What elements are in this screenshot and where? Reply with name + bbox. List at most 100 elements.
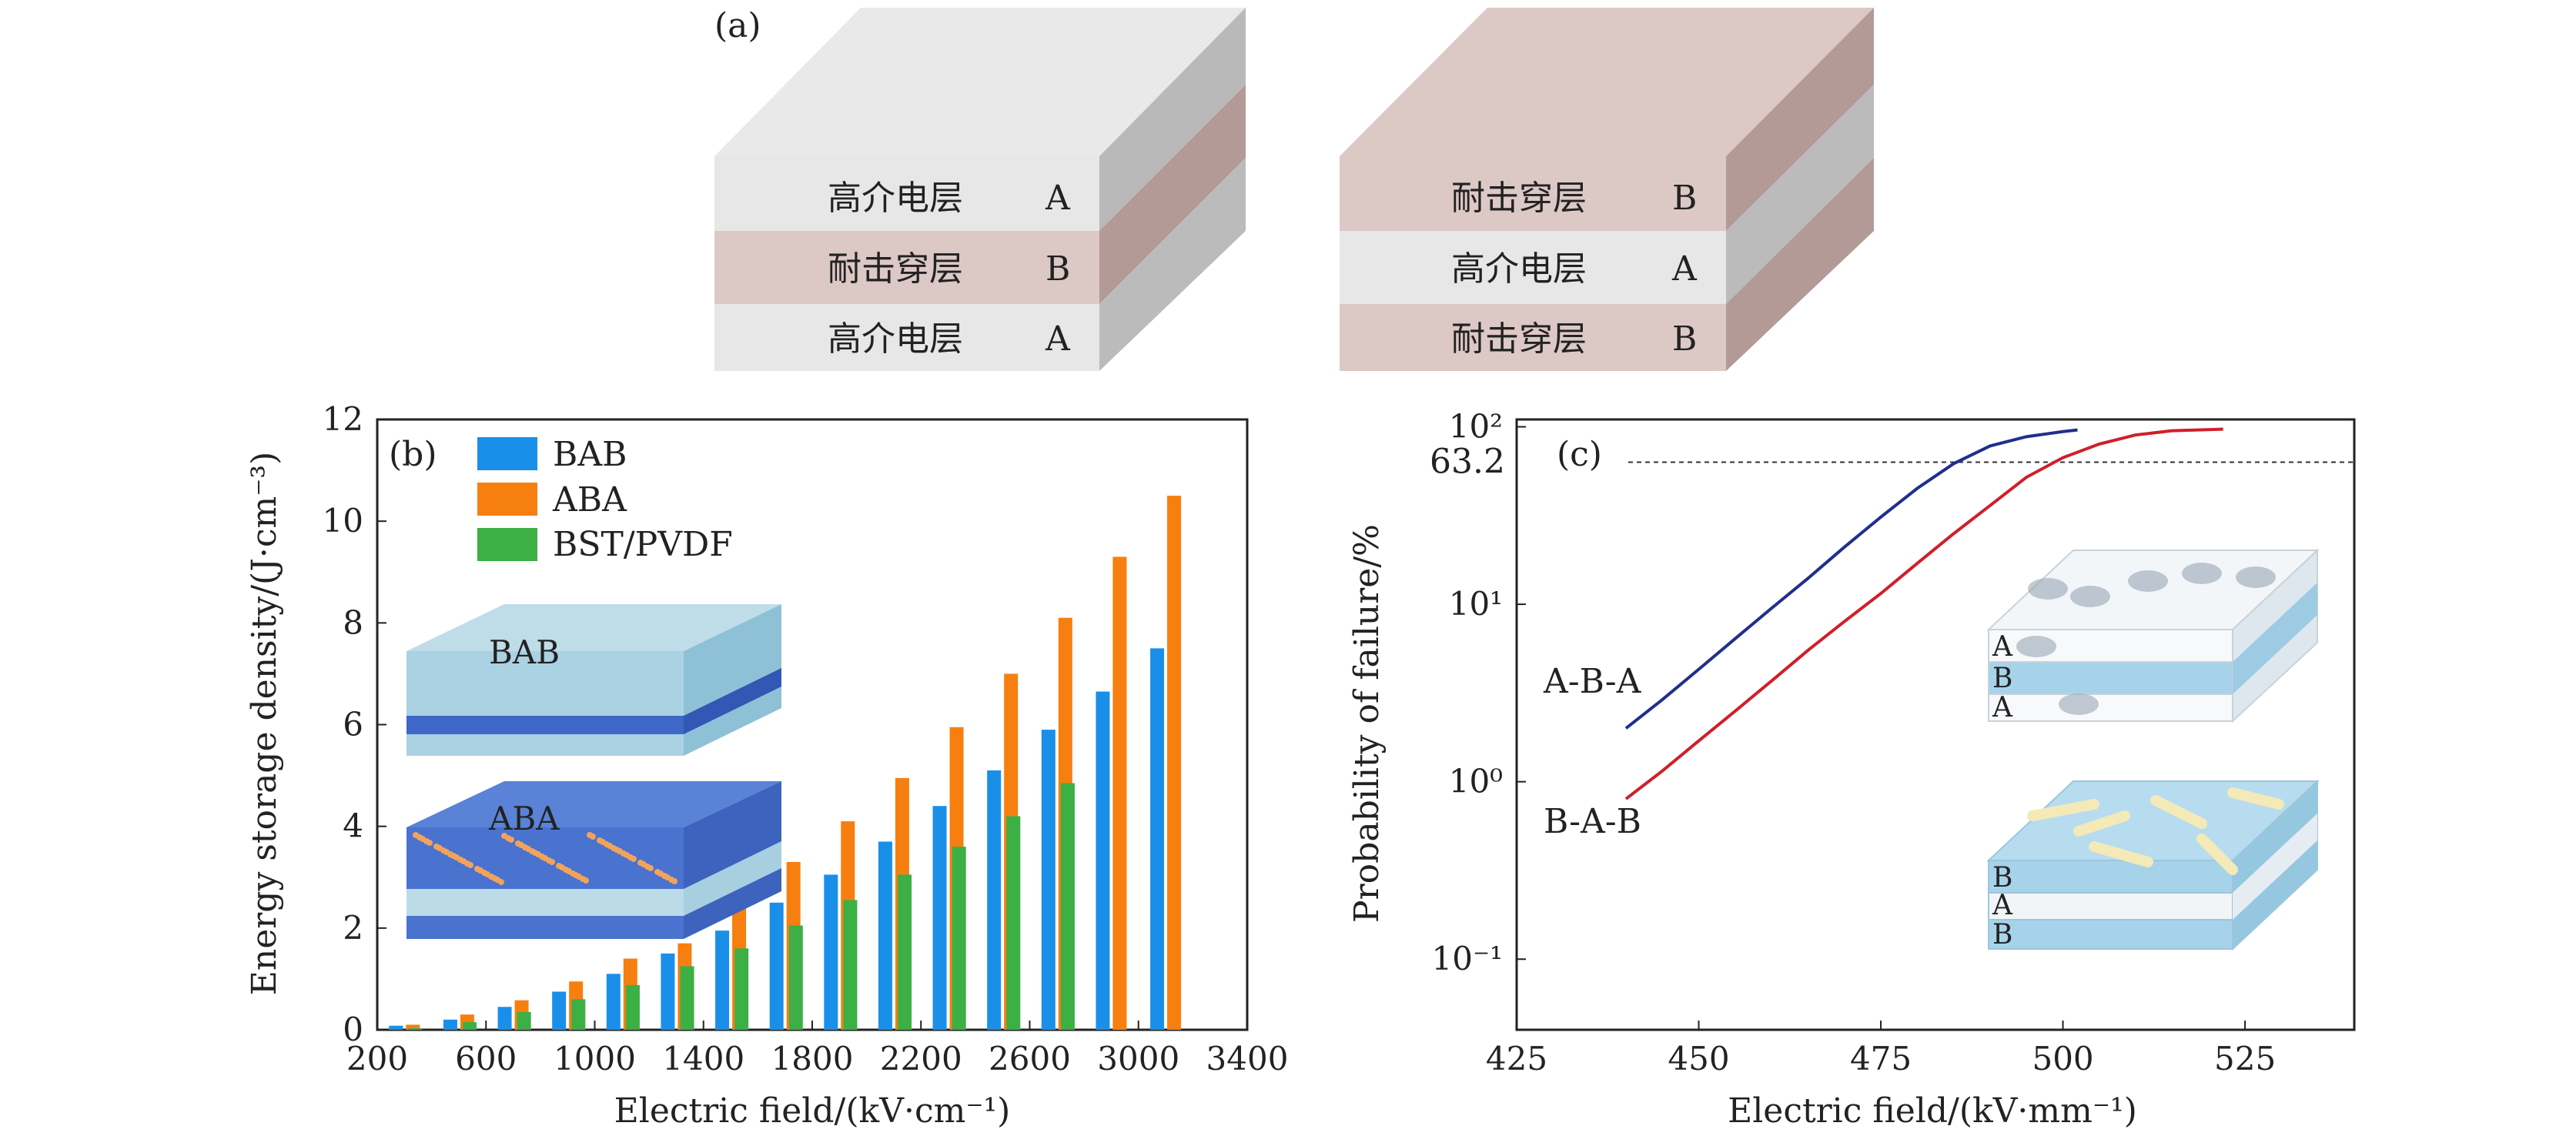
chart-b-xtick-label: 2600 bbox=[989, 1040, 1071, 1078]
inset-aba-block-label-1: A bbox=[1992, 631, 2013, 663]
inset-aba-top-face bbox=[406, 781, 781, 827]
bar-bab bbox=[443, 1019, 457, 1030]
particle bbox=[488, 874, 494, 880]
rod-filler bbox=[2196, 834, 2238, 875]
bar-bst-pvdf bbox=[625, 984, 640, 1030]
rod-filler bbox=[2089, 841, 2153, 867]
inset-aba-block: A B A bbox=[1986, 548, 2320, 723]
stack-left-layer-2-name: 耐击穿层 bbox=[828, 249, 963, 289]
chart-b-xtick-label: 600 bbox=[455, 1040, 517, 1078]
particle bbox=[546, 857, 552, 864]
particle bbox=[661, 873, 667, 879]
chart-b-ytick-label: 0 bbox=[343, 1011, 363, 1048]
stack-left-layer-1 bbox=[714, 156, 1099, 231]
chart-c-xtick-label: 475 bbox=[1850, 1040, 1912, 1078]
series-label-b-a-b: B-A-B bbox=[1544, 802, 1641, 841]
particle bbox=[621, 850, 627, 857]
chart-b-ytick-label: 12 bbox=[323, 400, 363, 438]
bar-bab bbox=[497, 1007, 512, 1030]
stack-right-layer-2-name: 高介电层 bbox=[1451, 249, 1587, 289]
chart-c-xtick-label: 425 bbox=[1486, 1040, 1547, 1078]
inset-bab-block-label-3: B bbox=[1992, 919, 2012, 951]
chart-c-ytick-label: 10⁰ bbox=[1449, 763, 1503, 800]
stack-left-layer-3-name: 高介电层 bbox=[828, 319, 963, 359]
rod-filler bbox=[2150, 795, 2207, 829]
inset-aba-block-label-3: A bbox=[1992, 692, 2013, 723]
chart-b-xtick-label: 3400 bbox=[1206, 1040, 1289, 1078]
particle bbox=[604, 841, 610, 847]
inset-aba-block-particles bbox=[2016, 563, 2276, 715]
panel-b: (b) 200 600 1000 1400 1800 2200 2600 3000 340002… bbox=[245, 400, 1288, 1131]
stack-right-layer-3-letter: B bbox=[1672, 319, 1697, 359]
panel-a: (a) 高介电层 A 耐击穿层 B 高介电层 A 耐击穿层 bbox=[714, 6, 1874, 371]
bar-bst-pvdf bbox=[517, 1011, 531, 1030]
bar-bab bbox=[606, 974, 621, 1030]
inset-bab-block-rods bbox=[2027, 787, 2284, 875]
inset-bab-layer-mid bbox=[406, 716, 684, 734]
bar-bab bbox=[661, 953, 675, 1030]
particle bbox=[440, 847, 447, 854]
bar-bst-pvdf bbox=[680, 966, 694, 1030]
chart-b-bars bbox=[389, 496, 1182, 1030]
inset-bab-block-label-1: B bbox=[1992, 862, 2012, 894]
legend-swatch-bst-pvdf bbox=[477, 528, 537, 561]
particle bbox=[644, 864, 651, 870]
rod-filler bbox=[2027, 799, 2099, 821]
inset-aba-layer-mid bbox=[406, 889, 684, 916]
inset-bab-layer-bot bbox=[406, 734, 684, 756]
inset-bab-block: B A B bbox=[1986, 779, 2320, 951]
particle bbox=[433, 844, 440, 850]
inset-bab-film: BAB bbox=[406, 604, 781, 756]
bar-bab bbox=[824, 874, 838, 1030]
panel-a-label: (a) bbox=[714, 6, 761, 45]
chart-c-xlabel: Electric field/(kV·mm⁻¹) bbox=[1728, 1091, 2137, 1131]
panel-c: (c) 425 450 475 500 525 10⁻¹ 10⁰ 10¹ 10² 63.2 A-… bbox=[1347, 408, 2356, 1131]
legend-swatch-bab bbox=[477, 437, 537, 470]
particle bbox=[423, 838, 430, 844]
stack-right-top-face bbox=[1340, 8, 1874, 156]
stack-right-layer-2 bbox=[1340, 231, 1726, 304]
series-line-a-b-a bbox=[1624, 428, 2078, 730]
bar-bst-pvdf bbox=[1060, 783, 1075, 1030]
particle bbox=[498, 879, 504, 885]
inset-bab-label: BAB bbox=[489, 633, 560, 671]
bar-bab bbox=[1041, 730, 1055, 1030]
particle bbox=[580, 876, 586, 882]
particle-cluster bbox=[2028, 578, 2068, 600]
inset-aba-film: ABA bbox=[406, 781, 781, 939]
inset-bab-block-label-2: A bbox=[1992, 890, 2013, 921]
particle-cluster bbox=[2016, 636, 2056, 657]
legend-swatch-aba bbox=[477, 483, 537, 516]
stack-right-layer-3-name: 耐击穿层 bbox=[1451, 319, 1587, 359]
series-label-a-b-a: A-B-A bbox=[1543, 662, 1642, 701]
chart-b-ytick-label: 2 bbox=[343, 909, 363, 947]
particle bbox=[627, 854, 634, 860]
legend-label-aba: ABA bbox=[552, 480, 627, 520]
particle bbox=[539, 854, 545, 860]
particle bbox=[563, 867, 569, 873]
particle-cluster bbox=[2236, 566, 2276, 588]
inset-bab-block-layer-b1 bbox=[1988, 860, 2233, 894]
inset-bab-block-layer-b2 bbox=[1988, 919, 2233, 950]
stack-right-layer-3 bbox=[1340, 304, 1726, 371]
stack-left-side-mid bbox=[1099, 85, 1246, 304]
series-line-b-a-b bbox=[1624, 427, 2223, 800]
inset-bab-top-face bbox=[406, 604, 781, 651]
inset-bab-side-mid bbox=[684, 668, 781, 734]
stack-right-layer-1-letter: B bbox=[1672, 179, 1697, 218]
rod-filler bbox=[2227, 787, 2284, 810]
inset-aba-label: ABA bbox=[488, 800, 560, 837]
chart-c-ytick-label: 10² bbox=[1449, 408, 1503, 446]
particle bbox=[668, 877, 674, 883]
reference-line-label: 63.2 bbox=[1430, 442, 1505, 481]
layer-stack-right: 耐击穿层 B 高介电层 A 耐击穿层 B bbox=[1340, 8, 1874, 371]
chart-c-xtick-label: 500 bbox=[2032, 1040, 2093, 1078]
stack-right-side-mid bbox=[1726, 85, 1874, 304]
bar-aba bbox=[406, 1024, 420, 1030]
particle bbox=[556, 863, 562, 869]
bar-bst-pvdf bbox=[408, 1028, 423, 1030]
particle-cluster bbox=[2128, 570, 2168, 592]
stack-right-side-top bbox=[1726, 8, 1874, 231]
particle bbox=[457, 857, 463, 863]
